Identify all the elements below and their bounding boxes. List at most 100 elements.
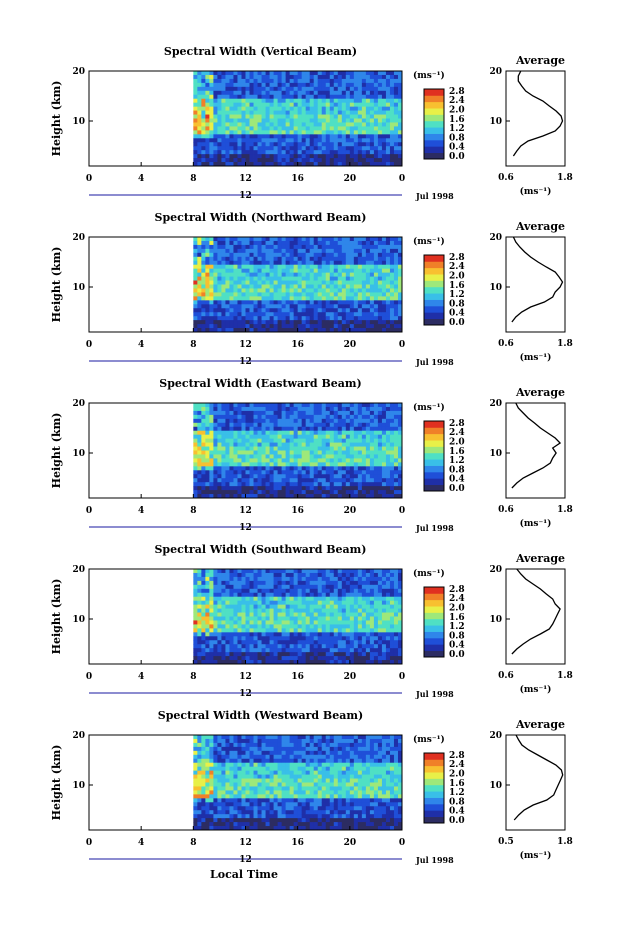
heatmap-cell (257, 154, 262, 159)
heatmap-cell (201, 312, 206, 317)
heatmap-cell (349, 490, 355, 495)
heatmap-cell (281, 272, 287, 277)
heatmap-cell (321, 296, 327, 301)
heatmap-cell (325, 324, 331, 329)
heatmap-cell (289, 576, 295, 582)
heatmap-cell (393, 328, 399, 333)
heatmap-cell (313, 240, 319, 246)
colorbar-tick-label: 0.8 (449, 465, 465, 475)
heatmap-cell (193, 494, 198, 499)
heatmap-cell (297, 82, 303, 88)
heatmap-cell (305, 640, 311, 645)
heatmap-cell (289, 74, 295, 80)
heatmap-cell (293, 572, 299, 578)
colorbar-tick-label: 2.0 (449, 438, 465, 448)
heatmap-cell (265, 324, 270, 329)
heatmap-cell (297, 256, 303, 262)
heatmap-cell (369, 434, 375, 440)
heatmap-cell (333, 158, 339, 163)
heatmap-cell (281, 276, 287, 281)
heatmap-cell (197, 612, 202, 617)
heatmap-cell (281, 612, 287, 617)
heatmap-cell (225, 240, 230, 246)
heatmap-cell (245, 406, 250, 412)
heatmap-cell (237, 414, 242, 420)
heatmap-cell (209, 410, 214, 416)
heatmap-cell (193, 280, 198, 285)
heatmap-cell (217, 418, 222, 424)
heatmap-cell (353, 158, 359, 163)
heatmap-cell (201, 106, 206, 111)
heatmap-cell (313, 588, 319, 594)
heatmap-cell (365, 268, 371, 274)
heatmap-cell (205, 94, 210, 100)
heatmap-cell (201, 612, 206, 617)
heatmap-cell (261, 288, 266, 293)
date-label: Jul 1998 (415, 191, 454, 201)
heatmap-cell (201, 414, 206, 420)
heatmap-cell (233, 98, 238, 104)
heatmap-cell (337, 580, 343, 586)
heatmap-cell (221, 612, 226, 617)
heatmap-cell (365, 482, 371, 487)
heatmap-cell (353, 328, 359, 333)
heatmap-cell (257, 86, 262, 92)
heatmap-cell (277, 628, 283, 633)
heatmap-cell (249, 272, 254, 277)
heatmap-cell (397, 276, 403, 281)
heatmap-cell (345, 406, 351, 412)
heatmap-cell (281, 640, 287, 645)
heatmap-cell (389, 406, 395, 412)
heatmap-cell (397, 122, 403, 127)
heatmap-cell (305, 569, 311, 574)
heatmap-cell (341, 584, 347, 590)
heatmap-cell (333, 272, 339, 277)
heatmap-cell (237, 648, 242, 653)
heatmap-cell (365, 490, 371, 495)
heatmap-cell (205, 454, 210, 459)
heatmap-cell (369, 114, 375, 119)
heatmap-cell (285, 237, 291, 242)
heatmap-cell (341, 596, 347, 602)
heatmap-cell (233, 324, 238, 329)
heatmap-cell (193, 422, 198, 428)
heatmap-cell (257, 592, 262, 598)
heatmap-cell (353, 272, 359, 277)
heatmap-cell (389, 438, 395, 443)
heatmap-cell (245, 474, 250, 479)
heatmap-cell (329, 304, 335, 309)
heatmap-cell (293, 280, 299, 285)
heatmap-cell (381, 264, 387, 270)
heatmap-cell (313, 296, 319, 301)
heatmap-cell (249, 316, 254, 321)
heatmap-cell (329, 114, 335, 119)
heatmap-cell (297, 138, 303, 143)
heatmap-cell (365, 86, 371, 92)
heatmap-cell (193, 470, 198, 475)
heatmap-cell (301, 284, 307, 289)
heatmap-cell (345, 256, 351, 262)
heatmap-cell (225, 86, 230, 92)
heatmap-cell (273, 660, 278, 665)
heatmap-cell (309, 288, 315, 293)
heatmap-cell (221, 410, 226, 416)
heatmap-cell (241, 244, 246, 250)
heatmap-cell (221, 130, 226, 135)
heatmap-cell (341, 296, 347, 301)
heatmap-cell (281, 154, 287, 159)
heatmap-cell (253, 292, 258, 297)
heatmap-cell (193, 450, 198, 455)
heatmap-cell (361, 490, 367, 495)
heatmap-cell (301, 256, 307, 262)
heatmap-cell (377, 106, 383, 111)
heatmap-cell (245, 596, 250, 602)
heatmap-cell (241, 284, 246, 289)
heatmap-cell (205, 272, 210, 277)
heatmap-cell (293, 150, 299, 155)
heatmap-cell (329, 74, 335, 80)
x-tick-label: 16 (291, 174, 304, 184)
heatmap-cell (313, 134, 319, 139)
heatmap-cell (325, 292, 331, 297)
heatmap-cell (217, 154, 222, 159)
heatmap-cell (221, 434, 226, 440)
